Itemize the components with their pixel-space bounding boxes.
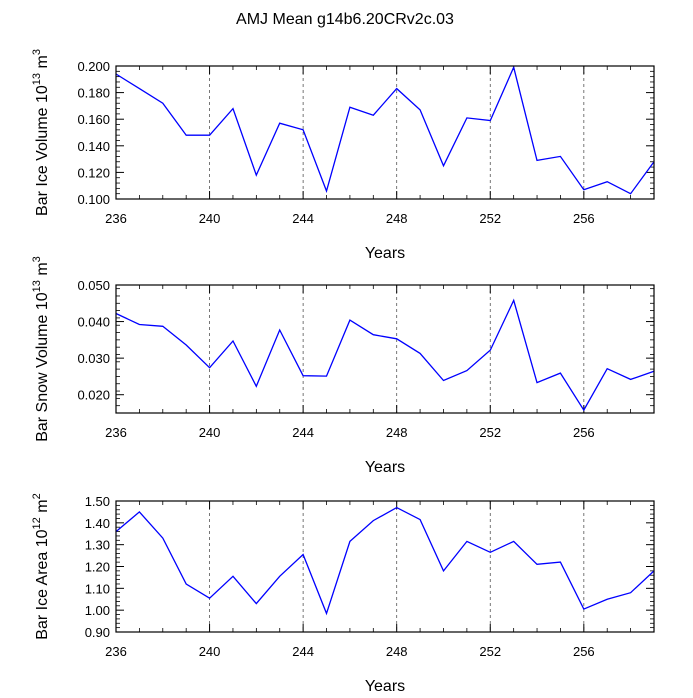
x-tick-label: 240 [199,211,221,226]
chart-panel-2: 236 240 244 248 252 256 0.020 0.030 0.040 0.050 Ye… [31,256,654,476]
x-tick-label: 256 [573,211,595,226]
y-tick-label: 0.120 [77,165,110,180]
x-tick-label: 252 [479,644,501,659]
x-axis-label: Years [365,245,405,262]
x-tick-label: 248 [386,644,408,659]
y-axis-label-unit-power: 2 [31,493,43,499]
y-axis-label-exponent: 13 [31,73,43,85]
y-tick-label: 0.90 [85,625,110,640]
y-tick-label: 1.50 [85,494,110,509]
x-tick-label: 240 [199,425,221,440]
y-tick-label: 1.10 [85,581,110,596]
y-tick-label: 1.40 [85,516,110,531]
y-tick-label: 0.180 [77,86,110,101]
x-tick-label: 252 [479,211,501,226]
series-line [116,300,654,410]
series-line [116,67,654,193]
x-tick-label: 252 [479,425,501,440]
y-tick-label: 1.30 [85,538,110,553]
y-axis-label: Bar Snow Volume 1013 m3 [31,256,51,442]
y-tick-label: 1.00 [85,603,110,618]
x-tick-label: 236 [105,211,127,226]
y-axis-label: Bar Ice Volume 1013 m3 [31,49,51,216]
plot-frame [116,66,654,199]
y-tick-label: 0.200 [77,59,110,74]
y-axis-label-text: Bar Ice Volume 10 [34,85,51,216]
y-axis-label-text: Bar Snow Volume 10 [34,292,51,442]
x-axis-label: Years [365,459,405,476]
chart-panels: 236 240 244 248 252 256 0.100 0.120 0.140 0.160 0.… [31,49,654,693]
y-axis-label-unit-power: 3 [31,49,43,55]
y-tick-label: 0.100 [77,192,110,207]
chart-panel-1: 236 240 244 248 252 256 0.100 0.120 0.140 0.160 0.… [31,49,654,262]
x-tick-label: 248 [386,425,408,440]
x-tick-label: 244 [292,644,314,659]
y-axis-label-exponent: 12 [31,517,43,529]
y-axis-label-unit: m [34,499,51,517]
x-tick-label: 256 [573,425,595,440]
x-tick-label: 244 [292,425,314,440]
y-axis-label-unit: m [34,55,51,73]
x-tick-label: 256 [573,644,595,659]
x-axis-label: Years [365,678,405,693]
y-tick-label: 0.030 [77,351,110,366]
y-axis-label-unit-power: 3 [31,256,43,262]
y-tick-label: 0.020 [77,388,110,403]
x-tick-label: 236 [105,644,127,659]
y-tick-label: 0.160 [77,112,110,127]
x-tick-label: 240 [199,644,221,659]
y-axis-label: Bar Ice Area 1012 m2 [31,493,51,639]
y-tick-label: 1.20 [85,560,110,575]
x-tick-label: 244 [292,211,314,226]
y-axis-label-unit: m [34,262,51,280]
chart-panel-3: 236 240 244 248 252 256 0.90 1.00 1.10 1.20 1.30 1.… [31,493,654,693]
plot-frame [116,501,654,632]
x-tick-label: 248 [386,211,408,226]
series-line [116,508,654,614]
figure-title: AMJ Mean g14b6.20CRv2c.03 [236,11,454,28]
y-tick-label: 0.050 [77,278,110,293]
x-tick-label: 236 [105,425,127,440]
y-tick-label: 0.140 [77,139,110,154]
y-axis-label-exponent: 13 [31,280,43,292]
y-tick-label: 0.040 [77,315,110,330]
y-axis-label-text: Bar Ice Area 10 [34,529,51,639]
